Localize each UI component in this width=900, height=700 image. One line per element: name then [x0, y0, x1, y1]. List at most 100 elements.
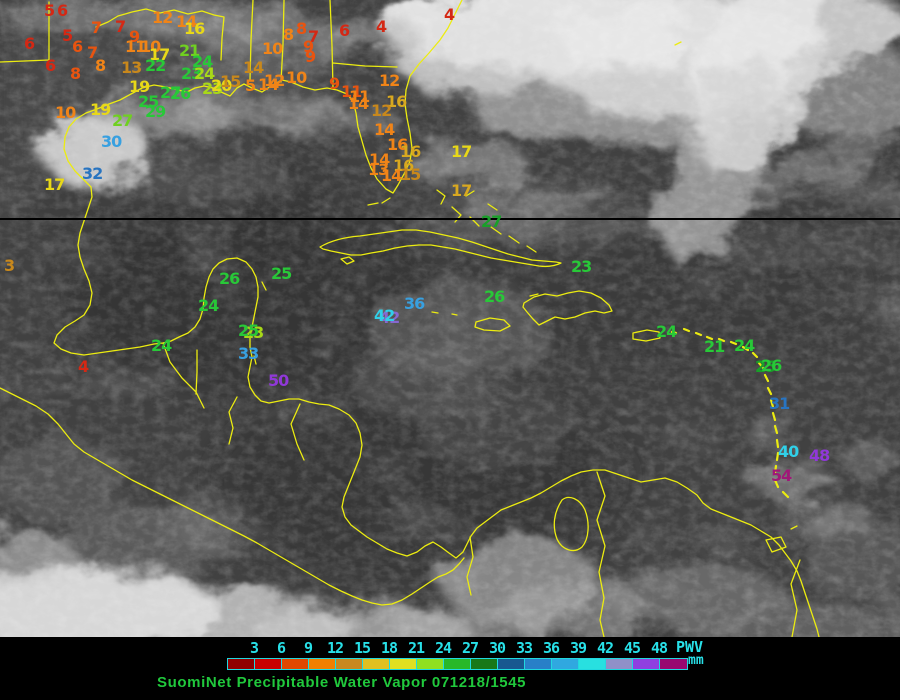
- colorbar-segment: [228, 659, 255, 669]
- station-value-label: 10: [55, 103, 76, 122]
- island-jamaica: [474, 317, 511, 332]
- station-value-label: 13: [368, 160, 389, 179]
- station-value-label: 12: [371, 101, 392, 120]
- colorbar-segment: [552, 659, 579, 669]
- station-value-label: 8: [70, 64, 81, 83]
- colorbar-tick-label: 6: [276, 639, 286, 657]
- station-value-label: 4: [444, 5, 455, 24]
- station-value-label: 16: [184, 19, 205, 38]
- colorbar-tick-label: 15: [353, 639, 371, 657]
- station-value-label: 24: [194, 64, 215, 83]
- station-value-label: 9: [305, 47, 316, 66]
- station-value-label: 10: [262, 39, 283, 58]
- colorbar-segment: [471, 659, 498, 669]
- station-value-label: 19: [129, 77, 150, 96]
- country-borders: [162, 342, 801, 637]
- station-value-label: 24: [192, 52, 213, 71]
- colorbar-segment: [660, 659, 687, 669]
- colorbar-tick-label: 42: [596, 639, 614, 657]
- station-value-label: 27: [481, 212, 502, 231]
- colorbar-tick-label: 21: [407, 639, 425, 657]
- station-value-label: 8: [283, 25, 294, 44]
- station-value-label: 7: [91, 18, 102, 37]
- colorbar-tick-label: 33: [515, 639, 533, 657]
- colorbar-segment: [606, 659, 633, 669]
- colorbar: [227, 658, 688, 670]
- colorbar-segment: [336, 659, 363, 669]
- station-value-label: 16: [393, 156, 414, 175]
- station-value-label: 50: [268, 371, 289, 390]
- station-labels-layer: 5 6 6 5 6 7 6 8 8 7 7 9 11 10 12 14 16 13 17 22 21 24 23 24 19 27…: [4, 3, 830, 484]
- station-value-label: 7: [87, 43, 98, 62]
- colorbar-segment: [390, 659, 417, 669]
- station-value-label: 12: [152, 8, 173, 27]
- station-value-label: 25: [271, 264, 292, 283]
- coast-pacific: [0, 387, 465, 606]
- island-hispaniola: [522, 290, 613, 326]
- colorbar-segment: [255, 659, 282, 669]
- station-value-label: 4: [78, 357, 89, 376]
- station-value-label: 15: [400, 165, 421, 184]
- islands-lesser-antilles: [670, 327, 790, 499]
- colorbar-segment: [417, 659, 444, 669]
- station-value-label: 17: [149, 45, 170, 64]
- colorbar-segment: [444, 659, 471, 669]
- station-value-label: 25: [238, 321, 259, 340]
- station-value-label: 9: [329, 74, 340, 93]
- station-value-label: 17: [44, 175, 65, 194]
- colorbar-tick-label: 18: [380, 639, 398, 657]
- station-value-label: 14: [348, 94, 369, 113]
- lake-maracaibo: [553, 496, 589, 552]
- colorbar-segment: [282, 659, 309, 669]
- station-value-label: 36: [404, 294, 425, 313]
- station-value-label: 14: [176, 12, 197, 31]
- station-value-label: 24: [151, 336, 172, 355]
- colorbar-segment: [579, 659, 606, 669]
- islands-bahamas: [431, 41, 682, 316]
- colorbar-tick-label: 48: [650, 639, 668, 657]
- station-value-label: 5: [62, 26, 73, 45]
- station-value-label: 7: [115, 17, 126, 36]
- product-title: SuomiNet Precipitable Water Vapor 071218…: [157, 674, 527, 691]
- station-value-label: 16: [386, 92, 407, 111]
- station-value-label: 14: [374, 120, 395, 139]
- colorbar-segment: [633, 659, 660, 669]
- station-value-label: 40: [778, 442, 799, 461]
- island-cuba: [319, 229, 562, 268]
- station-value-label: 24: [656, 322, 677, 341]
- station-value-label: 6: [72, 37, 83, 56]
- colorbar-segment: [525, 659, 552, 669]
- station-value-label: 12: [379, 71, 400, 90]
- station-value-label: 25: [755, 357, 776, 376]
- station-value-label: 25: [138, 92, 159, 111]
- station-value-label: 17: [451, 142, 472, 161]
- state-borders: [0, 0, 398, 89]
- island-puerto-rico: [632, 329, 661, 342]
- station-value-label: 10: [140, 37, 161, 56]
- station-value-label: 11: [125, 37, 146, 56]
- colorbar-tick-label: 3: [249, 639, 259, 657]
- pwv-unit-label: PWV: [676, 638, 704, 656]
- station-value-label: 3: [4, 256, 15, 275]
- coastline-overlay: [0, 0, 820, 637]
- colorbar-tick-label: 39: [569, 639, 587, 657]
- station-value-label: 26: [170, 84, 191, 103]
- station-value-label: 7: [308, 27, 319, 46]
- colorbar-tick-label: 36: [542, 639, 560, 657]
- station-value-label: 31: [769, 394, 790, 413]
- station-value-label: 24: [734, 336, 755, 355]
- colorbar-tick-label: 30: [488, 639, 506, 657]
- station-value-label: 4: [376, 17, 387, 36]
- station-value-label: 14: [243, 58, 264, 77]
- station-value-label: 6: [24, 34, 35, 53]
- colorbar-tick-label: 12: [326, 639, 344, 657]
- station-value-label: 32: [82, 164, 103, 183]
- station-value-label: 8: [296, 19, 307, 38]
- station-value-label: 16: [400, 142, 421, 161]
- station-value-label: 26: [484, 287, 505, 306]
- station-value-label: 30: [101, 132, 122, 151]
- colorbar-segment: [498, 659, 525, 669]
- cloud-layer: [0, 0, 900, 637]
- station-value-label: 12: [264, 71, 285, 90]
